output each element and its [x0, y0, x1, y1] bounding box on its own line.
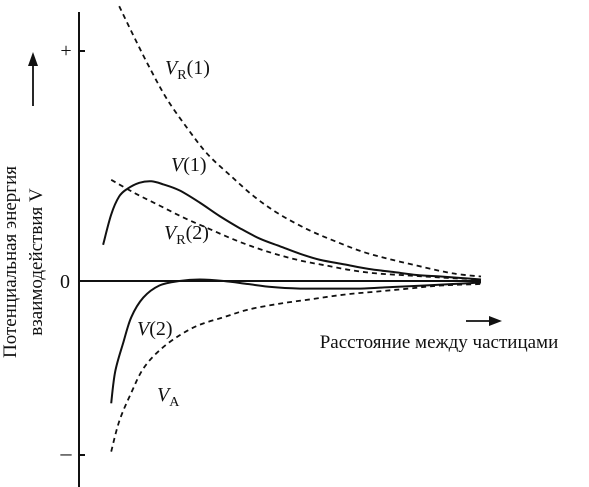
y-axis-label: Потенциальная энергия взаимодействия V [0, 166, 47, 358]
series-label-v-r-1: VR(1) [165, 57, 210, 83]
x-axis-label: Расстояние между частицами [320, 332, 559, 353]
series-line-v-2 [110, 278, 482, 404]
series-label-v-1: V(1) [171, 154, 207, 176]
y-arrow-head [28, 52, 38, 66]
x-arrow-head [489, 316, 502, 326]
series-line-v-r-1 [118, 5, 482, 278]
series-label-v-a: VA [157, 384, 180, 410]
y-tick-label-zero: 0 [60, 271, 70, 293]
y-tick-label-plus: + [60, 40, 71, 62]
series-line-v-r-2 [110, 179, 482, 281]
y-axis-label-line1: Потенциальная энергия [0, 166, 21, 358]
series-line-v-a [110, 283, 482, 452]
curves-group [102, 5, 482, 452]
series-labels-group: VR(1) V(1) VR(2) V(2) VA [137, 57, 210, 410]
series-label-v-r-2: VR(2) [164, 222, 209, 248]
series-line-v-1 [102, 180, 482, 281]
y-tick-label-minus: – [60, 440, 73, 465]
y-axis-label-line2: взаимодействия V [26, 188, 47, 336]
series-label-v-2: V(2) [137, 318, 173, 340]
